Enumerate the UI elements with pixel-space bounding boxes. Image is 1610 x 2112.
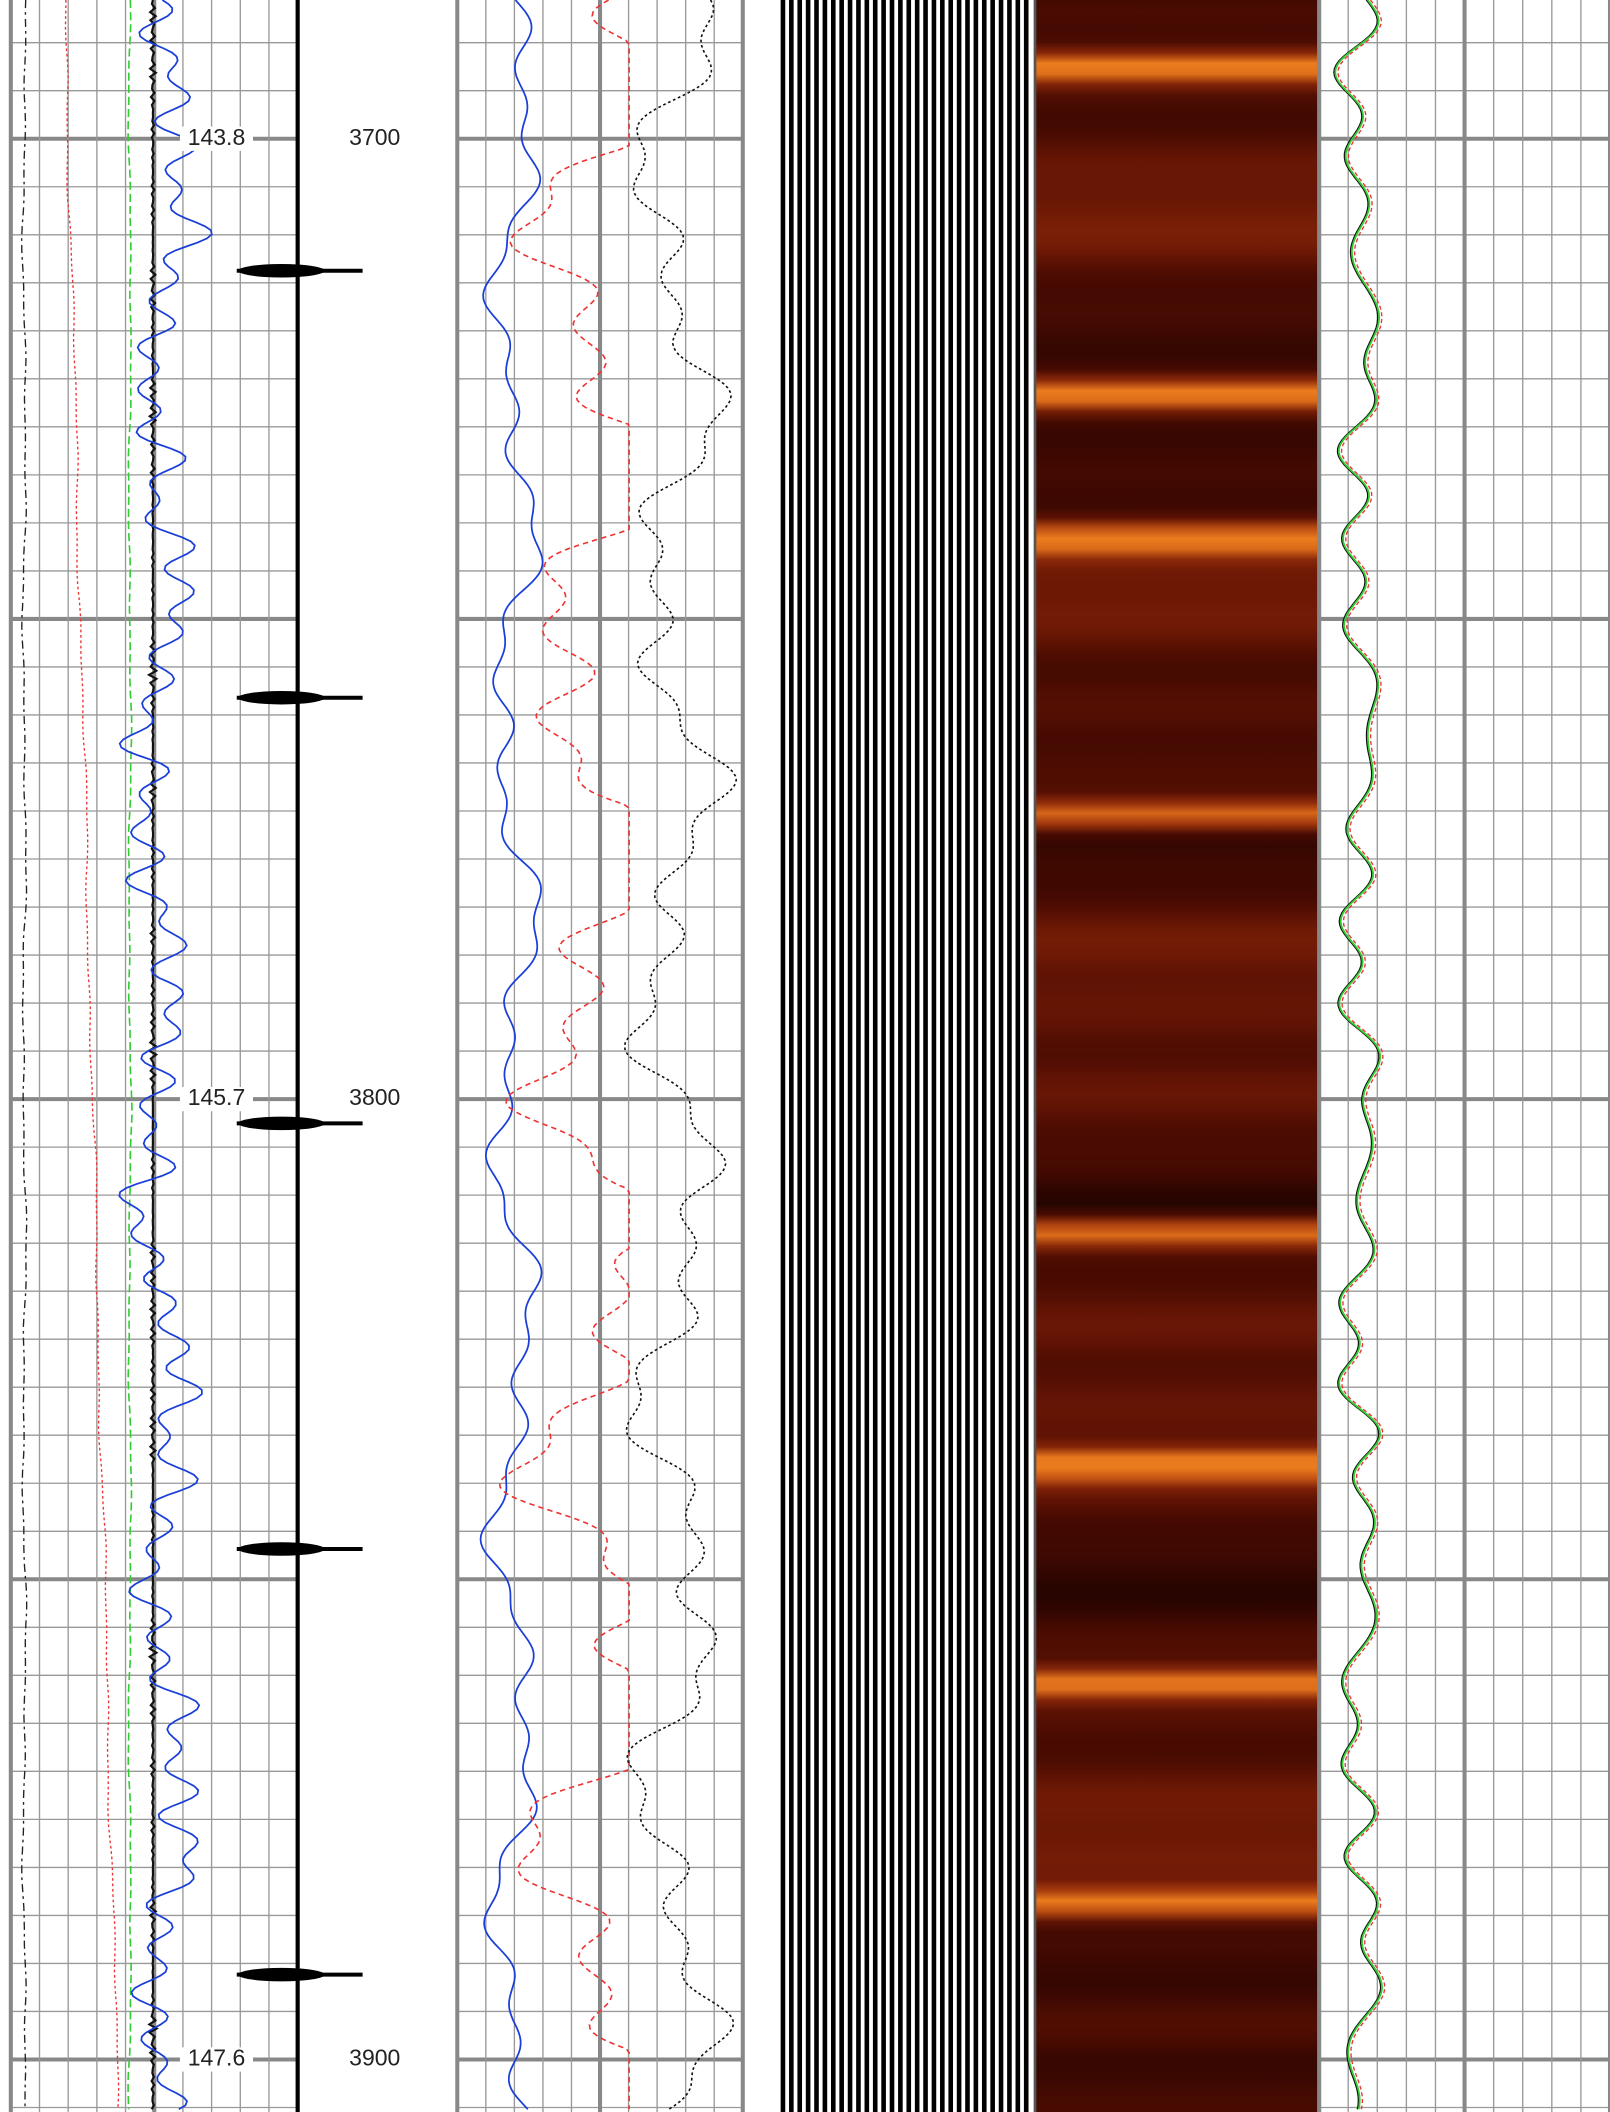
wiggle-trace (990, 0, 995, 2112)
wiggle-trace (789, 0, 794, 2112)
label-background (179, 126, 253, 151)
grids (8, 0, 1610, 2112)
wiggle-trace (940, 0, 945, 2112)
wiggle-trace (956, 0, 962, 2112)
wiggle-trace (981, 0, 987, 2112)
wiggle-trace (839, 0, 844, 2112)
curve-scale-label: 147.6 (188, 2045, 246, 2071)
curve-scale-label: 143.8 (188, 124, 246, 150)
wiggle-trace (914, 0, 920, 2112)
wiggle-trace (898, 0, 903, 2112)
wiggle-trace (948, 0, 954, 2112)
depth-label: 3700 (349, 124, 400, 150)
wiggle-trace (780, 0, 786, 2112)
wiggle-trace (797, 0, 803, 2112)
curve (1337, 0, 1386, 2110)
curve (1333, 0, 1382, 2110)
labels: 143.8 3700 145.7 3800 147.6 3900 (179, 124, 400, 2072)
depth-label: 3900 (349, 2045, 400, 2071)
wiggle-trace (1007, 0, 1012, 2112)
wiggle-trace (847, 0, 853, 2112)
curve (498, 0, 630, 2110)
curves (20, 0, 1386, 2112)
image-track (1035, 0, 1320, 2112)
label-background (179, 2047, 253, 2072)
wiggle-trace (906, 0, 912, 2112)
wiggle-trace (1023, 0, 1029, 2112)
curve (146, 0, 159, 2110)
wiggle-trace (872, 0, 878, 2112)
wiggle-trace (856, 0, 861, 2112)
curve (623, 0, 738, 2110)
wiggle-trace (923, 0, 928, 2112)
wiggle-trace (864, 0, 870, 2112)
wiggle-trace (1015, 0, 1021, 2112)
depth-track (300, 0, 455, 2112)
depth-label: 3800 (349, 1084, 400, 1110)
label-background (179, 1086, 253, 1112)
curve (118, 0, 213, 2111)
wiggle-trace (830, 0, 836, 2112)
curve (64, 0, 120, 2110)
wiggle-trace (814, 0, 819, 2112)
curve-scale-label: 145.7 (188, 1084, 246, 1110)
curve (127, 0, 133, 2110)
wiggle-trace (822, 0, 828, 2112)
wiggle-trace (805, 0, 811, 2112)
wiggle-trace (998, 0, 1004, 2112)
curve (479, 0, 544, 2110)
wiggle-trace (965, 0, 970, 2112)
wiggle-trace (889, 0, 895, 2112)
wiggle-trace (973, 0, 979, 2112)
wiggle-trace (881, 0, 886, 2112)
curve (1334, 0, 1383, 2110)
wiggle-trace (931, 0, 937, 2112)
curve (20, 0, 28, 2110)
